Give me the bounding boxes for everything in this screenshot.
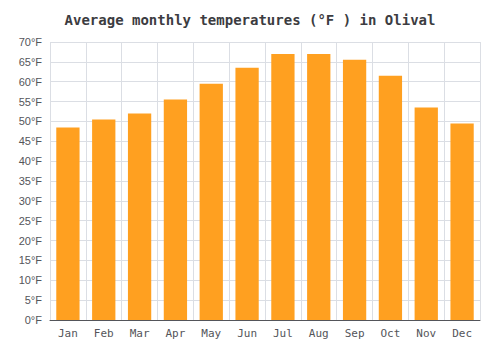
svg-text:50°F: 50°F (19, 115, 43, 127)
svg-text:55°F: 55°F (19, 96, 43, 108)
svg-text:Oct: Oct (380, 327, 400, 340)
svg-text:40°F: 40°F (19, 155, 43, 167)
svg-text:Jan: Jan (58, 327, 78, 340)
svg-text:60°F: 60°F (19, 76, 43, 88)
svg-text:Mar: Mar (130, 327, 150, 340)
svg-text:Jul: Jul (273, 327, 293, 340)
svg-text:20°F: 20°F (19, 235, 43, 247)
svg-text:30°F: 30°F (19, 195, 43, 207)
svg-text:0°F: 0°F (25, 314, 43, 326)
svg-text:Dec: Dec (452, 327, 472, 340)
svg-text:70°F: 70°F (19, 36, 43, 48)
svg-text:Nov: Nov (416, 327, 436, 340)
svg-text:15°F: 15°F (19, 254, 43, 266)
svg-text:45°F: 45°F (19, 135, 43, 147)
svg-text:May: May (201, 327, 221, 340)
svg-text:Apr: Apr (165, 327, 185, 340)
svg-text:10°F: 10°F (19, 274, 43, 286)
svg-text:Average monthly temperatures (: Average monthly temperatures (°F ) in Ol… (65, 12, 436, 28)
svg-text:Sep: Sep (345, 327, 365, 340)
svg-text:25°F: 25°F (19, 215, 43, 227)
svg-text:65°F: 65°F (19, 56, 43, 68)
svg-text:5°F: 5°F (25, 294, 43, 306)
svg-text:Aug: Aug (309, 327, 329, 340)
svg-text:Jun: Jun (237, 327, 257, 340)
svg-text:35°F: 35°F (19, 175, 43, 187)
svg-text:Feb: Feb (94, 327, 114, 340)
